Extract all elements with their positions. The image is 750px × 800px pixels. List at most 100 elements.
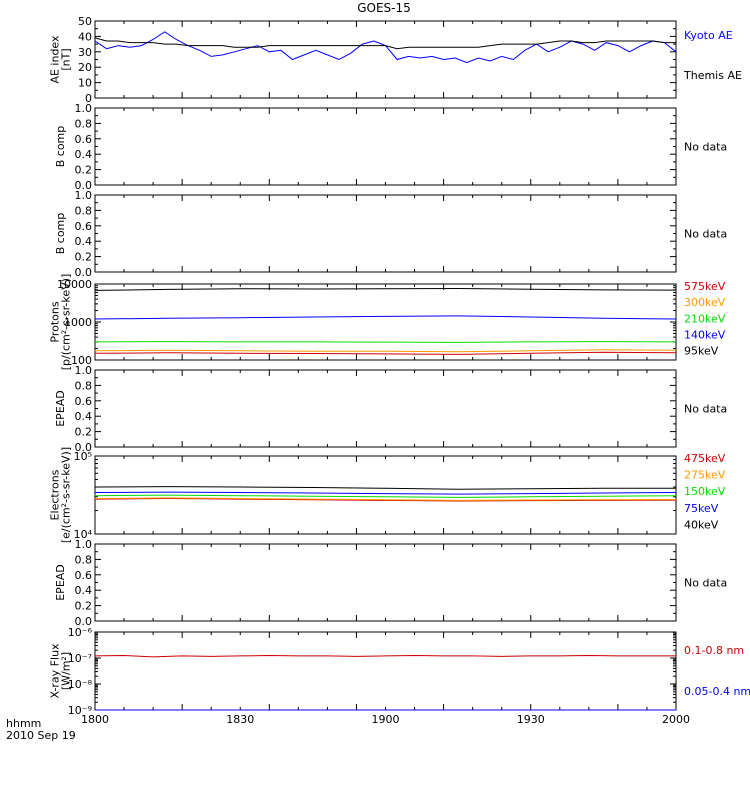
panel-7: 0.0 0.2 0.4 0.6 0.8 1.0 EPEAD No data (54, 538, 727, 628)
x-axis-unit-label: hhmm (6, 717, 41, 730)
x-tick-label: 1800 (81, 713, 109, 726)
y-axis-label: [W/m²] (60, 652, 73, 690)
panel-frame (94, 283, 677, 361)
y-tick-label: 0.8 (75, 379, 93, 392)
panel-1: 0 10 20 30 40 50 AE index[nT] Kyoto AE Themis AE (49, 15, 742, 105)
series-line-40kev (94, 486, 676, 490)
y-tick-label: 10 (78, 77, 92, 90)
y-tick-label: 1.0 (75, 189, 93, 202)
legend-label: 40keV (684, 518, 719, 531)
y-tick-label: 0.6 (75, 133, 93, 146)
series-line-140kev (94, 315, 677, 320)
y-tick-label: 50 (78, 15, 92, 28)
y-axis-label: Electrons (49, 469, 62, 520)
legend-label: 300keV (684, 296, 726, 309)
y-tick-label: 100 (71, 354, 92, 367)
x-tick-label: 2000 (662, 713, 690, 726)
series-line-575kev (94, 351, 677, 355)
y-tick-label: 0.4 (75, 410, 93, 423)
panel-6: 10⁴ 10⁵ Electrons[e/(cm²-s-sr-keV)] 475keV 2… (49, 447, 726, 543)
y-tick-label: 0.4 (75, 148, 93, 161)
y-axis-label: B comp (54, 126, 67, 168)
y-tick-label: 0.4 (75, 584, 93, 597)
y-tick-label: 10000 (57, 278, 92, 291)
y-tick-label: 0.0 (75, 179, 93, 192)
y-tick-label: 10⁵ (74, 450, 92, 463)
y-tick-label: 0.2 (75, 164, 93, 177)
x-tick-label: 1830 (226, 713, 254, 726)
legend-label: 575keV (684, 280, 726, 293)
y-tick-label: 0.8 (75, 553, 93, 566)
y-tick-label: 1.0 (75, 538, 93, 551)
y-axis-label: AE index (49, 35, 62, 84)
y-axis-label: [p/(cm²-s-sr-keV)] (60, 274, 73, 371)
series-line-0-1-0-8-nm (94, 654, 676, 658)
legend-label: Themis AE (683, 69, 742, 82)
legend-label: 75keV (684, 502, 719, 515)
legend-label: 475keV (684, 452, 726, 465)
legend-label: Kyoto AE (684, 29, 733, 42)
panel-frame (94, 543, 677, 622)
y-tick-label: 0.6 (75, 569, 93, 582)
y-tick-label: 1.0 (75, 364, 93, 377)
y-axis-label: [e/(cm²-s-sr-keV)] (60, 447, 73, 543)
series-line-150kev (94, 494, 677, 498)
legend-label: 150keV (684, 485, 726, 498)
y-tick-label: 10⁻⁹ (68, 704, 92, 717)
y-tick-label: 0.6 (75, 220, 93, 233)
y-tick-label: 0.0 (75, 615, 93, 628)
series-line-75kev (94, 491, 677, 495)
y-tick-label: 30 (78, 46, 92, 59)
x-axis-ticks: 1800 1830 1900 1930 2000 (81, 713, 690, 726)
plot-title: GOES-15 (357, 1, 411, 15)
y-tick-label: 20 (78, 61, 92, 74)
y-tick-label: 0.0 (75, 266, 93, 279)
y-tick-label: 10⁴ (74, 528, 93, 541)
y-tick-label: 40 (78, 30, 92, 43)
legend-label: 0.05-0.4 nm (684, 685, 750, 698)
series-line-275kev (94, 497, 677, 501)
series-line-300kev (94, 349, 677, 353)
y-tick-label: 1.0 (75, 102, 93, 115)
x-tick-label: 1900 (372, 713, 400, 726)
y-tick-label: 0.2 (75, 426, 93, 439)
y-axis-label: Protons (49, 301, 62, 342)
no-data-label: No data (684, 403, 727, 416)
x-tick-label: 1930 (517, 713, 545, 726)
panel-frame (94, 369, 677, 448)
y-tick-label: 0.4 (75, 235, 93, 248)
panel-2: 0.0 0.2 0.4 0.6 0.8 1.0 B comp No data (54, 102, 727, 192)
legend-label: 0.1-0.8 nm (684, 644, 744, 657)
panel-frame (94, 20, 677, 99)
legend-label: 140keV (684, 329, 726, 342)
legend-label: 275keV (684, 469, 726, 482)
panel-frame (94, 194, 677, 273)
series-line-kyoto-ae (94, 31, 677, 64)
series-line-210kev (94, 341, 677, 343)
y-tick-label: 10⁻⁸ (68, 678, 93, 691)
y-axis-label: X-ray Flux (49, 643, 62, 699)
no-data-label: No data (684, 228, 727, 241)
y-tick-label: 0.0 (75, 441, 93, 454)
y-tick-label: 0.6 (75, 395, 93, 408)
panel-stack: 0 10 20 30 40 50 AE index[nT] Kyoto AE Themis AE… (49, 15, 750, 717)
y-tick-label: 0.2 (75, 251, 93, 264)
series-line-95kev (94, 287, 677, 291)
series-line-475kev (94, 497, 677, 502)
y-tick-label: 10⁻⁶ (68, 626, 93, 639)
y-tick-label: 0.2 (75, 600, 93, 613)
legend-label: 95keV (684, 345, 719, 358)
y-axis-label: [nT] (60, 48, 73, 70)
y-tick-label: 0.8 (75, 204, 93, 217)
legend-label: 210keV (684, 312, 726, 325)
y-axis-label: EPEAD (54, 564, 67, 601)
y-tick-label: 10⁻⁷ (68, 652, 92, 665)
panel-4: 100 1000 10000 Protons[p/(cm²-s-sr-keV)] 575… (49, 274, 726, 371)
y-tick-label: 1000 (64, 316, 92, 329)
y-tick-label: 0.8 (75, 117, 93, 130)
no-data-label: No data (684, 577, 727, 590)
y-tick-label: 0 (85, 92, 92, 105)
panel-3: 0.0 0.2 0.4 0.6 0.8 1.0 B comp No data (54, 189, 727, 279)
series-line-themis-ae (94, 37, 676, 50)
